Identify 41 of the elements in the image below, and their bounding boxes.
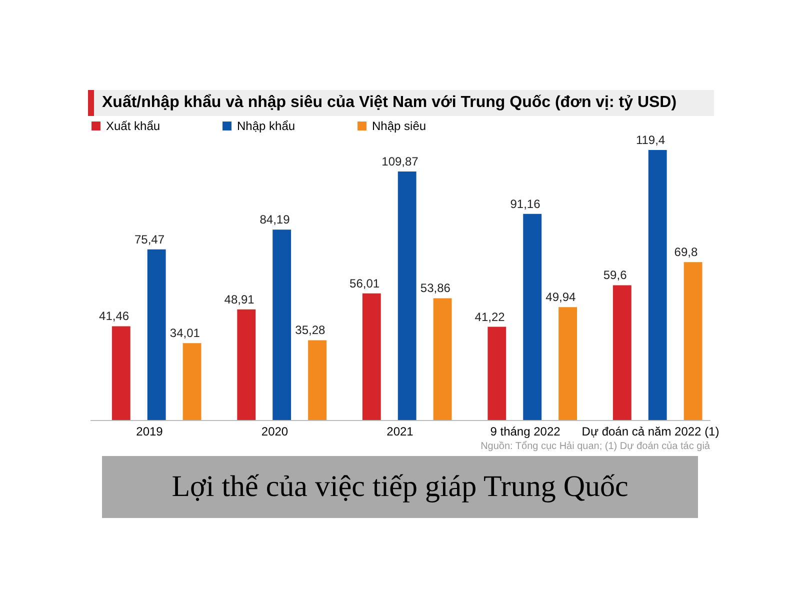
data-label: 119,4	[636, 133, 666, 147]
data-label: 48,91	[224, 292, 255, 306]
bar	[398, 172, 416, 420]
bar	[612, 285, 632, 420]
data-label: 56,01	[350, 276, 380, 290]
bar	[433, 298, 452, 420]
legend-label: Nhập siêu	[372, 119, 426, 133]
data-label: 75,47	[134, 232, 165, 246]
data-label: 34,01	[170, 326, 200, 340]
bar	[558, 307, 578, 420]
data-label: 41,46	[99, 309, 130, 324]
legend-label: Xuất khẩu	[106, 119, 160, 133]
data-label: 69,8	[674, 245, 698, 260]
data-label: 84,19	[260, 212, 290, 227]
data-label: 49,94	[546, 290, 576, 304]
x-tick-label: 2021	[386, 424, 414, 438]
bar	[237, 309, 256, 420]
x-tick-label: Dự đoán cả năm 2022 (1)	[582, 424, 720, 438]
x-tick-label: 2020	[261, 424, 288, 438]
bar	[362, 293, 381, 420]
chart-title: Xuất/nhập khẩu và nhập siêu của Việt Nam với Trung Quốc (đơn vị: tỷ USD)	[88, 90, 714, 116]
bar	[308, 340, 327, 420]
data-label: 59,6	[603, 268, 628, 282]
data-label: 35,28	[295, 323, 326, 338]
bar	[523, 214, 542, 420]
bar	[684, 262, 702, 420]
bar	[648, 150, 667, 420]
bar	[488, 326, 506, 420]
data-label: 41,22	[474, 310, 506, 324]
bar	[182, 343, 202, 420]
bar	[147, 249, 166, 420]
text: Nguồn: Tổng cục Hải quan; (1) Dự đoán của tác giả	[480, 441, 710, 452]
bar	[112, 326, 130, 420]
text: Lợi thế của việc tiếp giáp Trung Quốc	[102, 456, 698, 518]
data-label: 91,16	[510, 196, 541, 211]
data-label: 109,87	[382, 154, 419, 169]
x-tick-label: 2019	[136, 424, 164, 438]
x-tick-label: 9 tháng 2022	[490, 424, 561, 438]
legend-label: Nhập khẩu	[237, 119, 296, 133]
data-label: 53,86	[420, 281, 451, 296]
bar	[272, 230, 292, 420]
